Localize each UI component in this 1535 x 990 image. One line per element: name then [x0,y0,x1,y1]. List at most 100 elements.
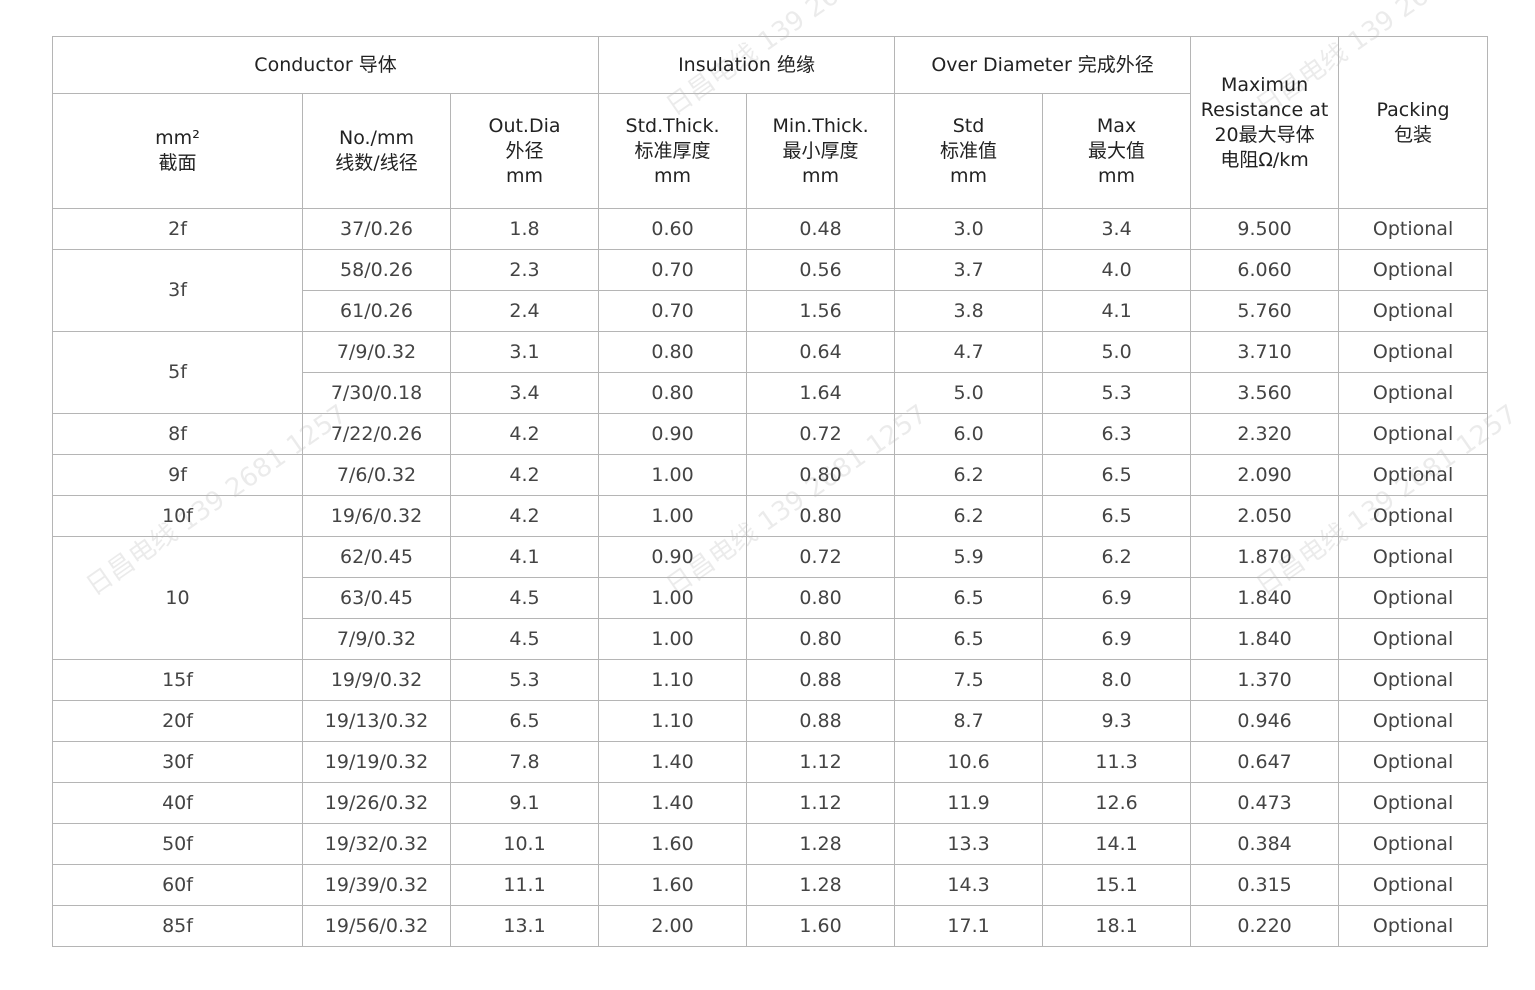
cell-std-diameter: 6.5 [894,577,1044,619]
cell-strands: 37/0.26 [302,208,451,250]
cell-min-thick: 0.88 [746,659,896,701]
cell-min-thick: 0.80 [746,454,896,496]
cell-min-thick: 0.56 [746,249,896,291]
cell-resistance: 1.840 [1190,618,1340,660]
header-conductor: Conductor 导体 [51,36,600,94]
cell-std-thick: 0.90 [598,413,748,455]
table-row: 7/30/0.18 3.4 0.80 1.64 5.0 5.3 3.560 Optional [53,372,1489,414]
cell-strands: 7/6/0.32 [302,454,451,496]
header-line: 电阻Ω/km [1220,148,1309,171]
cell-out-dia: 7.8 [449,741,600,783]
cell-max-diameter: 8.0 [1042,659,1192,701]
header-line: mm [506,164,544,187]
cell-strands: 7/30/0.18 [302,372,451,414]
header-line: Packing [1376,98,1450,121]
table-row: 7/9/0.32 4.5 1.00 0.80 6.5 6.9 1.840 Optional [53,618,1489,660]
header-line: No./mm [339,127,414,149]
cell-section: 2f [52,208,303,250]
header-line: 包装 [1394,123,1433,146]
cell-max-diameter: 6.5 [1042,454,1192,496]
table-row: 60f 19/39/0.32 11.1 1.60 1.28 14.3 15.1 0.315 Op… [52,864,1489,906]
cell-std-thick: 0.70 [598,249,748,291]
cell-max-diameter: 12.6 [1042,782,1192,824]
cell-packing: Optional [1338,208,1489,250]
header-line: mm² [155,127,200,149]
cell-packing: Optional [1338,413,1489,455]
header-std-thick: Std.Thick. 标准厚度 mm [598,93,748,209]
cell-strands: 19/39/0.32 [302,864,451,906]
cell-resistance: 0.384 [1190,823,1340,865]
cell-std-thick: 1.00 [598,577,748,619]
cell-section: 10f [52,495,303,537]
cell-std-thick: 1.10 [598,700,748,742]
cell-std-thick: 1.00 [598,454,748,496]
cell-resistance: 9.500 [1190,208,1340,250]
table-row: 40f 19/26/0.32 9.1 1.40 1.12 11.9 12.6 0.473 Opt… [52,782,1489,824]
cell-max-diameter: 14.1 [1042,823,1192,865]
cell-std-thick: 1.00 [598,618,748,660]
cell-packing: Optional [1338,823,1489,865]
cell-out-dia: 4.2 [449,495,600,537]
cell-std-diameter: 8.7 [894,700,1044,742]
cell-packing: Optional [1338,782,1489,824]
cell-out-dia: 11.1 [449,864,600,906]
header-line: mm [654,164,692,187]
cell-min-thick: 0.64 [746,331,896,373]
cell-packing: Optional [1338,577,1489,619]
table-body: 2f 37/0.26 1.8 0.60 0.48 3.0 3.4 9.500 Optional 3… [52,208,1489,947]
cell-max-diameter: 6.5 [1042,495,1192,537]
cell-std-diameter: 6.2 [894,495,1044,537]
table-row: 30f 19/19/0.32 7.8 1.40 1.12 10.6 11.3 0.647 Opt… [52,741,1489,783]
cell-std-diameter: 3.8 [894,290,1044,332]
cell-packing: Optional [1338,700,1489,742]
header-line: 标准值 [940,139,998,162]
table-row: 10 62/0.45 4.1 0.90 0.72 5.9 6.2 1.870 Optional [52,536,1489,660]
cell-strands: 63/0.45 [302,577,451,619]
cell-max-diameter: 5.0 [1042,331,1192,373]
cell-strands: 19/9/0.32 [302,659,451,701]
cell-resistance: 2.320 [1190,413,1340,455]
cell-packing: Optional [1338,249,1489,291]
table-row: 10f 19/6/0.32 4.2 1.00 0.80 6.2 6.5 2.050 Option… [52,495,1489,537]
cell-packing: Optional [1338,454,1489,496]
header-line: 20最大导体 [1214,123,1315,146]
cell-min-thick: 1.28 [746,823,896,865]
cell-resistance: 0.473 [1190,782,1340,824]
cell-out-dia: 3.1 [449,331,600,373]
cell-packing: Optional [1338,864,1489,906]
cell-strands: 19/26/0.32 [302,782,451,824]
cell-out-dia: 4.5 [449,577,600,619]
cell-std-diameter: 6.0 [894,413,1044,455]
cell-min-thick: 1.28 [746,864,896,906]
cell-std-thick: 0.90 [598,536,748,578]
cell-std-diameter: 7.5 [894,659,1044,701]
cell-std-diameter: 5.0 [894,372,1044,414]
header-line: 最大值 [1088,139,1146,162]
cell-packing: Optional [1338,372,1489,414]
header-line: Std.Thick. [625,114,720,137]
cell-out-dia: 4.2 [449,413,600,455]
header-max: Max 最大值 mm [1042,93,1192,209]
cell-out-dia: 6.5 [449,700,600,742]
cell-resistance: 1.870 [1190,536,1340,578]
cell-out-dia: 4.1 [449,536,600,578]
table-row: 3f 58/0.26 2.3 0.70 0.56 3.7 4.0 6.060 Optional [52,249,1489,332]
cell-out-dia: 13.1 [449,905,600,947]
cell-std-thick: 1.40 [598,741,748,783]
table-row: 50f 19/32/0.32 10.1 1.60 1.28 13.3 14.1 0.384 Op… [52,823,1489,865]
header-line: mm [950,164,988,187]
table-row: 85f 19/56/0.32 13.1 2.00 1.60 17.1 18.1 0.220 Op… [52,905,1489,947]
cell-strands: 19/56/0.32 [302,905,451,947]
cell-section: 8f [52,413,303,455]
cell-section: 30f [52,741,303,783]
cell-resistance: 0.315 [1190,864,1340,906]
cell-out-dia: 2.4 [449,290,600,332]
cell-min-thick: 0.88 [746,700,896,742]
header-line: 外径 [505,139,544,162]
cell-std-thick: 0.60 [598,208,748,250]
header-line: Max [1096,114,1137,137]
cell-min-thick: 0.48 [746,208,896,250]
cell-std-thick: 2.00 [598,905,748,947]
cell-max-diameter: 6.2 [1042,536,1192,578]
cell-resistance: 1.840 [1190,577,1340,619]
